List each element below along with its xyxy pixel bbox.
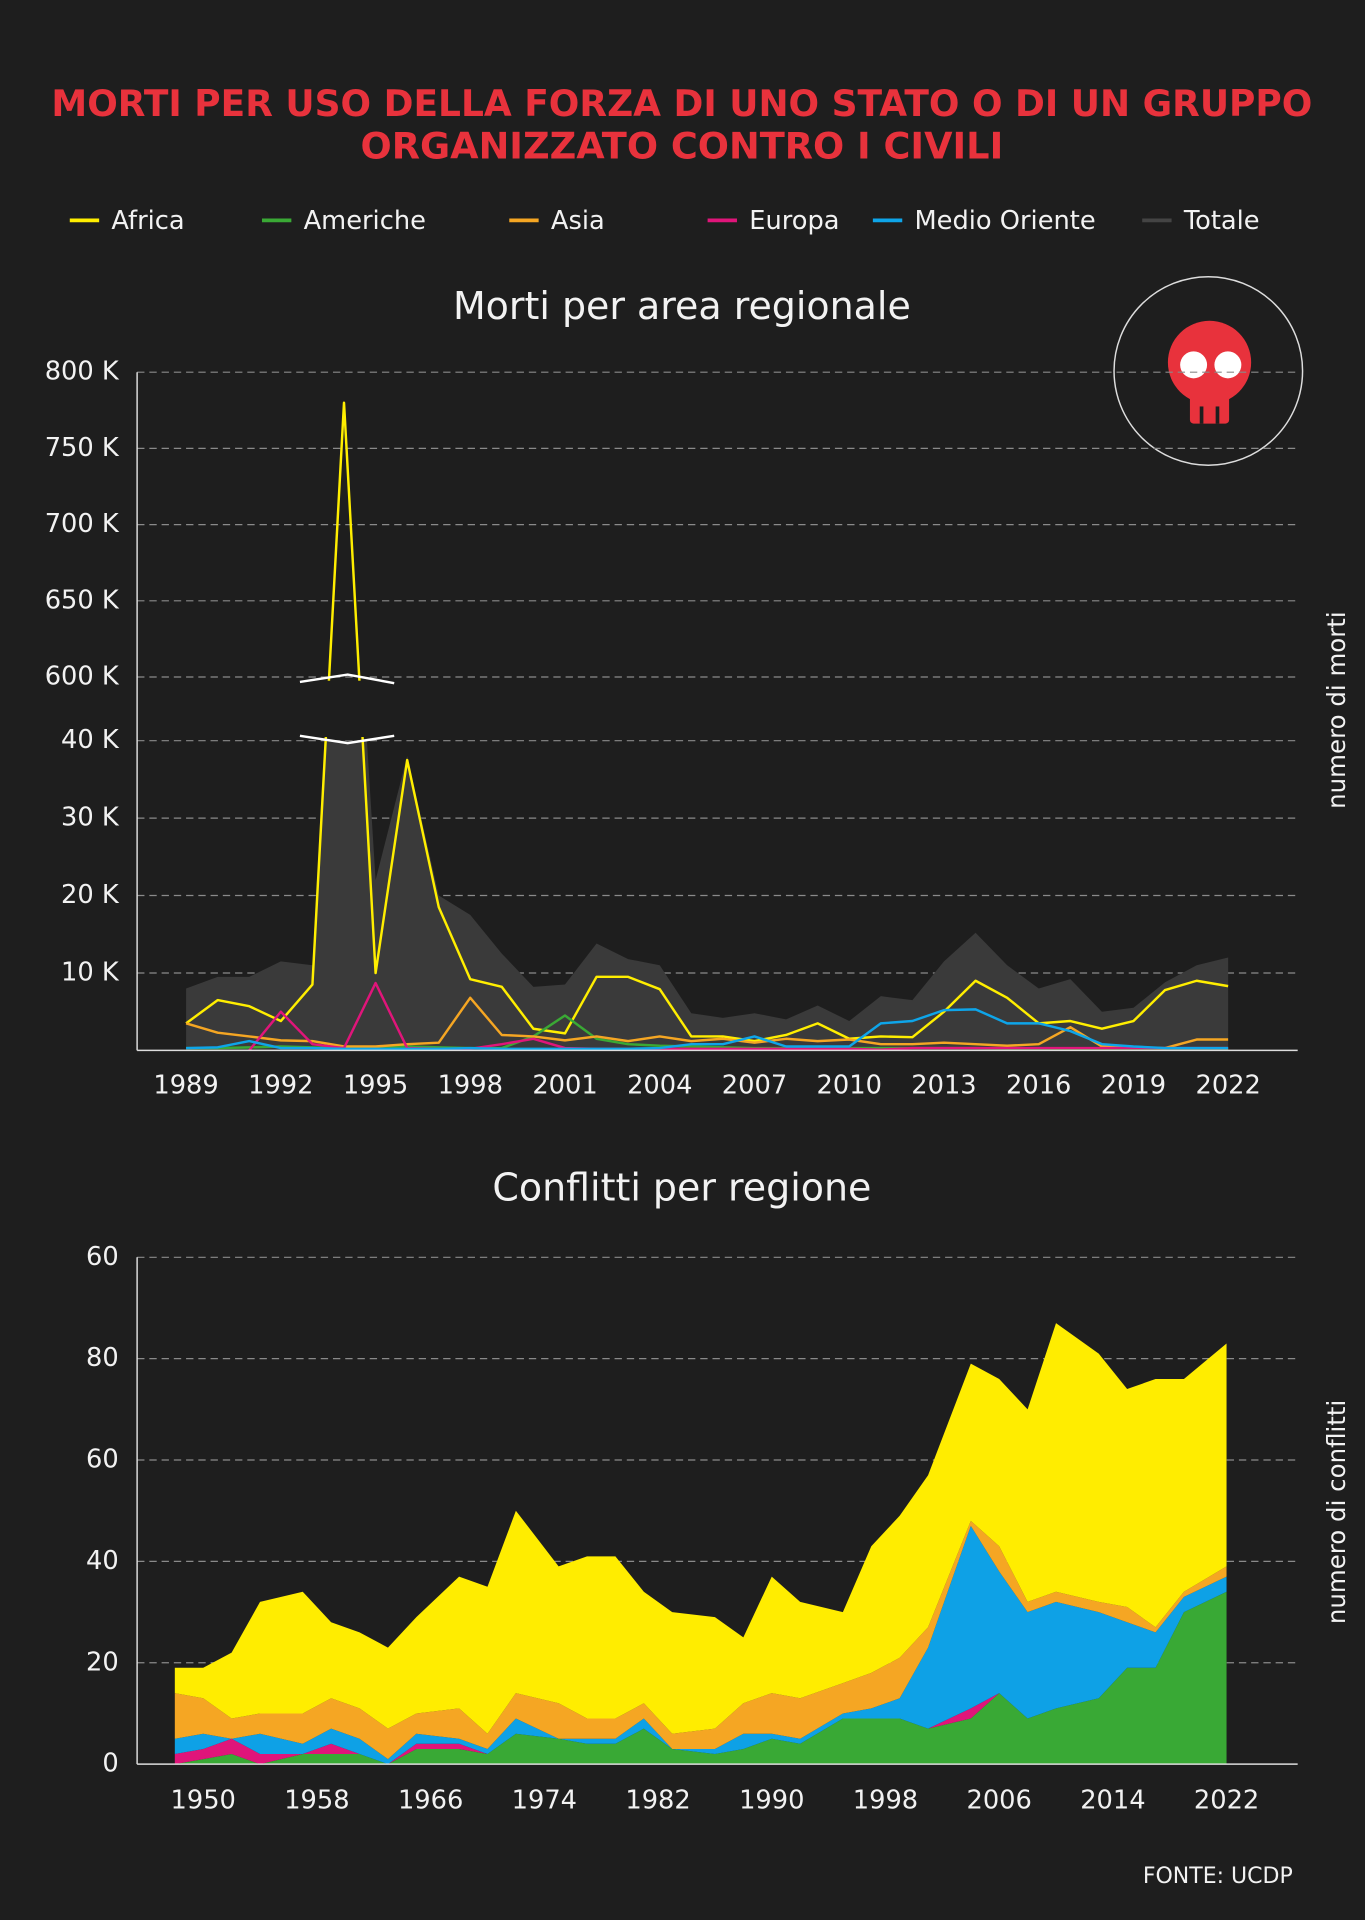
x-tick-label: 2001 [532,1070,597,1100]
legend-label: Africa [111,206,184,236]
legend-label: Europa [749,206,839,236]
x-tick-label: 1998 [853,1785,918,1815]
legend-label: Americhe [304,206,426,236]
x-tick-label: 1998 [438,1070,503,1100]
y-axis-title: numero di conflitti [1322,1400,1351,1624]
x-tick-label: 2014 [1080,1785,1145,1815]
chart-title: Morti per area regionale [453,284,911,328]
x-tick-label: 1982 [625,1785,690,1815]
axis-break [299,673,395,745]
y-tick-label: 80 [86,1343,119,1373]
x-tick-label: 2007 [722,1070,787,1100]
stacked-area [174,1525,1227,1765]
x-tick-label: 2022 [1196,1070,1261,1100]
stacked-area [174,1591,1227,1765]
y-tick-label: 0 [102,1749,118,1779]
x-tick-label: 1966 [398,1785,463,1815]
x-tick-label: 2013 [911,1070,976,1100]
y-tick-label: 20 K [61,880,120,910]
legend-label: Asia [551,206,605,236]
title-line: ORGANIZZATO CONTRO I CIVILI [361,125,1004,168]
x-tick-label: 1950 [171,1785,236,1815]
y-tick-label: 750 K [45,433,120,463]
y-tick-label: 60 [86,1445,119,1475]
x-tick-label: 2016 [1006,1070,1071,1100]
title-line: MORTI PER USO DELLA FORZA DI UNO STATO O… [51,82,1312,125]
x-tick-label: 1995 [343,1070,408,1100]
x-tick-label: 2004 [627,1070,692,1100]
x-tick-label: 1989 [153,1070,218,1100]
total-area [186,740,1229,1051]
y-tick-label: 30 K [61,803,120,833]
y-tick-label: 650 K [45,585,120,615]
y-tick-label: 600 K [45,662,120,692]
stacked-area [174,1520,1227,1760]
series-line [186,1008,1229,1051]
x-tick-label: 1958 [284,1785,349,1815]
y-axis-title: numero di morti [1322,611,1351,809]
stacked-area [174,1323,1227,1734]
source: FONTE: UCDP [1143,1864,1293,1889]
x-tick-label: 1990 [739,1785,804,1815]
x-tick-label: 1992 [248,1070,313,1100]
legend-label: Totale [1183,206,1260,236]
y-tick-label: 700 K [45,509,120,539]
x-tick-label: 2019 [1101,1070,1166,1100]
x-tick-label: 2022 [1194,1785,1259,1815]
x-tick-label: 1974 [512,1785,577,1815]
y-tick-label: 40 [86,1546,119,1576]
chart-title: Conflitti per regione [492,1165,871,1209]
y-tick-label: 10 K [61,957,120,987]
legend-label: Medio Oriente [914,206,1095,236]
x-tick-label: 2010 [817,1070,882,1100]
y-tick-label: 40 K [61,725,120,755]
x-tick-label: 2006 [966,1785,1031,1815]
y-tick-label: 20 [86,1647,119,1677]
y-tick-label: 60 [86,1242,119,1272]
series-line [185,996,1229,1050]
y-tick-label: 800 K [45,357,120,387]
